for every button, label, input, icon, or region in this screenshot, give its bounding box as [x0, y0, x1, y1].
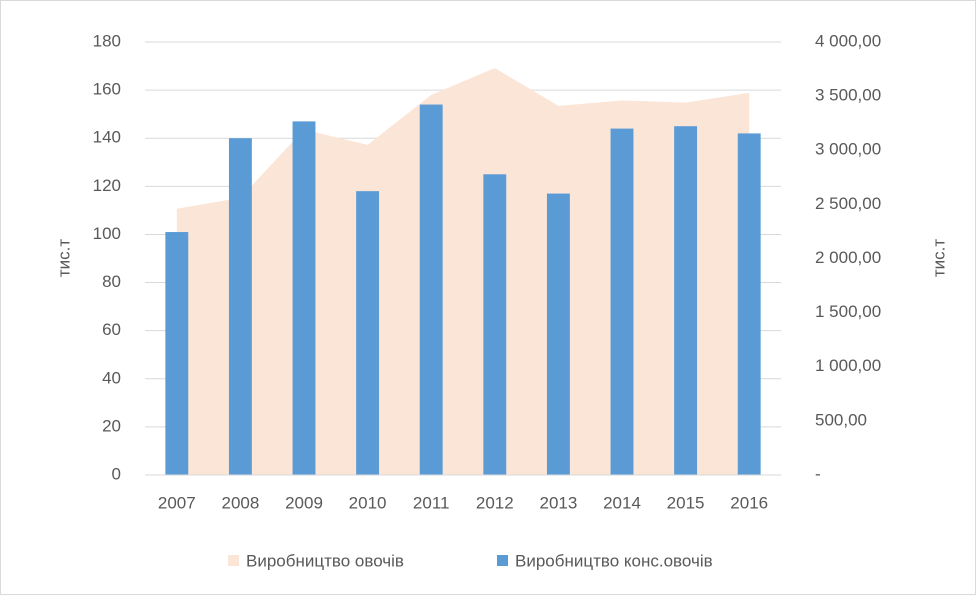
x-tick-label: 2013	[539, 493, 577, 512]
y-tick-label: 120	[93, 176, 121, 195]
y-tick-label: 20	[102, 416, 121, 435]
y2-tick-label: 1 000,00	[815, 356, 881, 375]
legend-swatch	[228, 555, 239, 566]
y2-tick-label: 3 000,00	[815, 140, 881, 159]
x-tick-label: 2009	[285, 493, 323, 512]
y2-axis-title: тис.т	[929, 239, 948, 278]
y2-tick-label: 2 000,00	[815, 248, 881, 267]
bar	[228, 138, 252, 475]
x-tick-label: 2016	[730, 493, 768, 512]
bar	[483, 174, 507, 476]
y-axis-title: тис.т	[54, 239, 73, 278]
bar	[356, 191, 380, 475]
x-tick-label: 2008	[221, 493, 259, 512]
x-tick-label: 2015	[667, 493, 705, 512]
bar	[674, 126, 698, 475]
y-tick-label: 180	[93, 31, 121, 50]
y2-tick-label: 2 500,00	[815, 194, 881, 213]
legend-label: Виробництво овочів	[246, 551, 404, 570]
y-tick-label: 40	[102, 368, 121, 387]
y2-tick-label: 1 500,00	[815, 302, 881, 321]
x-tick-label: 2014	[603, 493, 641, 512]
y2-tick-label: -	[815, 464, 821, 483]
legend-swatch	[497, 555, 508, 566]
x-tick-label: 2011	[413, 493, 450, 512]
y2-tick-label: 500,00	[815, 410, 867, 429]
x-tick-label: 2012	[476, 493, 514, 512]
y2-tick-label: 3 500,00	[815, 86, 881, 105]
x-tick-label: 2007	[158, 493, 196, 512]
legend-label: Виробництво конс.овочів	[515, 551, 713, 570]
y-tick-label: 0	[112, 464, 121, 483]
x-tick-label: 2010	[349, 493, 387, 512]
bar	[419, 104, 443, 476]
y-tick-label: 80	[102, 272, 121, 291]
bar	[546, 193, 570, 476]
y-tick-label: 160	[93, 80, 121, 99]
y-tick-label: 100	[93, 224, 121, 243]
bar	[610, 128, 634, 475]
bar	[737, 133, 761, 475]
bar	[292, 121, 316, 475]
bar	[165, 232, 189, 475]
y2-tick-label: 4 000,00	[815, 31, 881, 50]
y-tick-label: 60	[102, 320, 121, 339]
y-tick-label: 140	[93, 128, 121, 147]
area	[176, 67, 750, 475]
